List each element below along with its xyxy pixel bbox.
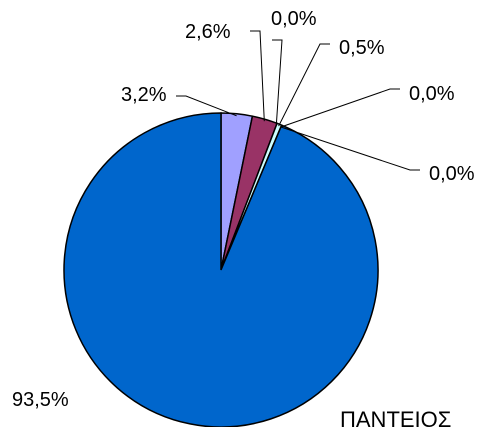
slice-label-6: 93,5% xyxy=(12,389,69,411)
pie-slice-6 xyxy=(63,112,379,427)
slice-label-5: 0,0% xyxy=(429,163,475,185)
leader-line-4 xyxy=(280,88,400,128)
slice-label-3: 0,5% xyxy=(339,37,385,59)
pie-slices xyxy=(63,112,379,427)
leader-line-3 xyxy=(278,43,330,127)
slice-label-4: 0,0% xyxy=(409,83,455,105)
leader-line-0 xyxy=(176,95,237,117)
leader-line-2 xyxy=(272,39,283,126)
leader-line-1 xyxy=(250,30,265,122)
slice-label-1: 2,6% xyxy=(185,21,231,43)
footer-text: ΠΑΝΤΕΙΟΣ xyxy=(340,407,451,427)
slice-label-2: 0,0% xyxy=(271,8,317,30)
slice-labels: 3,2% 2,6% 0,0% 0,5% 0,0% 0,0% 93,5% xyxy=(12,8,475,411)
leader-lines xyxy=(176,30,420,171)
slice-label-0: 3,2% xyxy=(121,84,167,106)
leader-line-5 xyxy=(280,126,420,171)
